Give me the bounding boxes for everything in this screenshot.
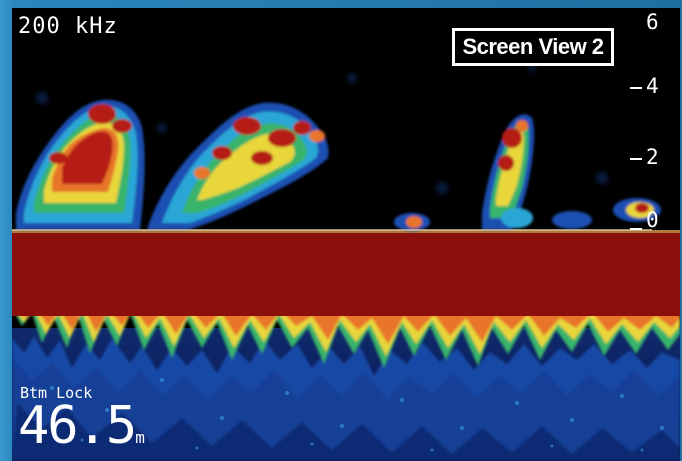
depth-value: 46.5 xyxy=(18,396,137,456)
scale-label-6: 6 xyxy=(646,10,659,34)
surface-noise xyxy=(36,64,608,194)
depth-readout: 46.5m xyxy=(18,396,145,461)
scale-tick-0 xyxy=(630,228,642,230)
bottom-band xyxy=(12,232,680,316)
scale-label-0: 0 xyxy=(646,208,659,232)
bottom-clutter-noise xyxy=(12,336,680,461)
fish-arches xyxy=(16,99,661,231)
scale-label-2: 2 xyxy=(646,145,659,169)
bottom-fringe xyxy=(12,308,680,368)
depth-unit: m xyxy=(135,428,145,447)
bottom-lock-label: Btm Lock xyxy=(20,384,93,402)
scale-tick-2 xyxy=(630,158,642,160)
scale-tick-4 xyxy=(630,87,642,89)
sonar-screen: 200 kHz Screen View 2 6 4 2 0 Btm Lock 4… xyxy=(12,8,680,461)
screen-view-badge: Screen View 2 xyxy=(452,28,614,66)
scale-label-4: 4 xyxy=(646,74,659,98)
clutter-speckles xyxy=(50,378,664,452)
sonar-echogram xyxy=(12,64,680,461)
frequency-label: 200 kHz xyxy=(18,14,118,39)
